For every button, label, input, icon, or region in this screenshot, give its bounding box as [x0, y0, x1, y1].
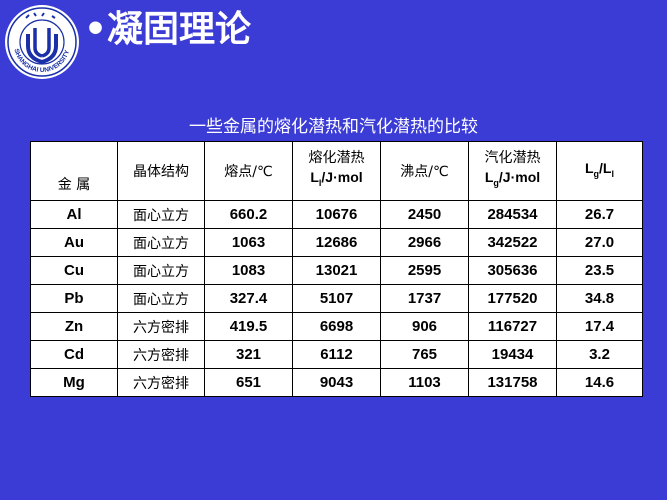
table-caption: 一些金属的熔化潜热和汽化潜热的比较: [189, 117, 478, 137]
header-vapor-unit-line: Lg/J·mol: [484, 169, 541, 188]
cell-melting: 419.5: [204, 312, 293, 341]
university-logo: SHANGHAI UNIVERSITY: [4, 4, 80, 80]
header-melting-point: 熔点/℃: [204, 141, 293, 201]
cell-crystal: 面心立方: [117, 284, 205, 313]
header-metal: 金 属: [30, 141, 118, 201]
cell-crystal: 面心立方: [117, 228, 205, 257]
header-crystal-structure: 晶体结构: [117, 141, 205, 201]
cell-metal: Cu: [30, 256, 118, 285]
latent-heat-table: 金 属 晶体结构 熔点/℃ 熔化潜热 Ll/J·mol 沸点/℃ 汽化潜热 Lg…: [30, 141, 643, 397]
cell-ratio: 14.6: [556, 368, 643, 397]
cell-melting: 327.4: [204, 284, 293, 313]
cell-boiling: 2966: [380, 228, 469, 257]
cell-vapor: 342522: [468, 228, 557, 257]
cell-vapor: 305636: [468, 256, 557, 285]
table-row: Mg 六方密排 651 9043 1103 131758 14.6: [30, 368, 643, 397]
cell-crystal: 六方密排: [117, 368, 205, 397]
table-header-row: 金 属 晶体结构 熔点/℃ 熔化潜热 Ll/J·mol 沸点/℃ 汽化潜热 Lg…: [30, 141, 643, 201]
cell-boiling: 1103: [380, 368, 469, 397]
header-vapor-title: 汽化潜热: [484, 150, 541, 167]
cell-fusion: 12686: [292, 228, 381, 257]
header-fusion-unit-line: Ll/J·mol: [310, 169, 363, 188]
cell-ratio: 26.7: [556, 200, 643, 229]
table-row: Al 面心立方 660.2 10676 2450 284534 26.7: [30, 200, 643, 229]
header-vapor-heat: 汽化潜热 Lg/J·mol: [468, 141, 557, 201]
cell-ratio: 17.4: [556, 312, 643, 341]
cell-metal: Mg: [30, 368, 118, 397]
cell-vapor: 131758: [468, 368, 557, 397]
cell-fusion: 10676: [292, 200, 381, 229]
cell-crystal: 六方密排: [117, 340, 205, 369]
cell-melting: 651: [204, 368, 293, 397]
header-fusion-title: 熔化潜热: [308, 150, 365, 167]
cell-boiling: 2450: [380, 200, 469, 229]
cell-boiling: 2595: [380, 256, 469, 285]
header-ratio: Lg/Ll: [556, 141, 643, 201]
cell-metal: Cd: [30, 340, 118, 369]
cell-fusion: 5107: [292, 284, 381, 313]
cell-melting: 321: [204, 340, 293, 369]
header-boiling-point: 沸点/℃: [380, 141, 469, 201]
slide-title: •凝固理论: [84, 9, 252, 50]
cell-ratio: 23.5: [556, 256, 643, 285]
table-row: Cu 面心立方 1083 13021 2595 305636 23.5: [30, 256, 643, 285]
cell-vapor: 177520: [468, 284, 557, 313]
cell-fusion: 13021: [292, 256, 381, 285]
cell-metal: Au: [30, 228, 118, 257]
cell-melting: 1083: [204, 256, 293, 285]
cell-metal: Pb: [30, 284, 118, 313]
cell-boiling: 906: [380, 312, 469, 341]
cell-ratio: 3.2: [556, 340, 643, 369]
cell-melting: 660.2: [204, 200, 293, 229]
table-row: Zn 六方密排 419.5 6698 906 116727 17.4: [30, 312, 643, 341]
cell-crystal: 六方密排: [117, 312, 205, 341]
cell-metal: Al: [30, 200, 118, 229]
header-fusion-heat: 熔化潜热 Ll/J·mol: [292, 141, 381, 201]
table-row: Cd 六方密排 321 6112 765 19434 3.2: [30, 340, 643, 369]
cell-vapor: 284534: [468, 200, 557, 229]
cell-boiling: 765: [380, 340, 469, 369]
cell-crystal: 面心立方: [117, 200, 205, 229]
cell-metal: Zn: [30, 312, 118, 341]
cell-ratio: 34.8: [556, 284, 643, 313]
cell-crystal: 面心立方: [117, 256, 205, 285]
cell-melting: 1063: [204, 228, 293, 257]
cell-fusion: 9043: [292, 368, 381, 397]
cell-fusion: 6698: [292, 312, 381, 341]
shanghai-university-logo-icon: SHANGHAI UNIVERSITY: [5, 5, 79, 79]
cell-vapor: 116727: [468, 312, 557, 341]
cell-vapor: 19434: [468, 340, 557, 369]
cell-ratio: 27.0: [556, 228, 643, 257]
cell-fusion: 6112: [292, 340, 381, 369]
table-row: Au 面心立方 1063 12686 2966 342522 27.0: [30, 228, 643, 257]
table-row: Pb 面心立方 327.4 5107 1737 177520 34.8: [30, 284, 643, 313]
cell-boiling: 1737: [380, 284, 469, 313]
